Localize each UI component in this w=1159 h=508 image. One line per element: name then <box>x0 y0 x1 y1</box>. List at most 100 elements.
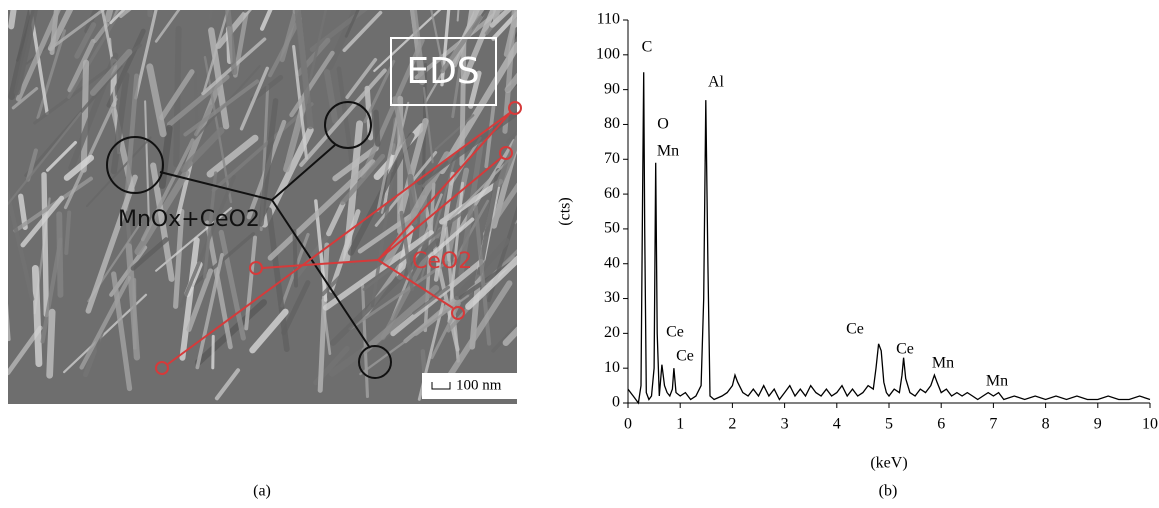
fiber <box>158 124 173 189</box>
peak-label: Al <box>708 74 725 91</box>
fiber <box>41 171 50 318</box>
x-tick-label: 6 <box>937 416 945 433</box>
fiber <box>218 229 246 341</box>
y-tick-label: 0 <box>612 394 620 411</box>
y-tick-label: 110 <box>597 11 620 28</box>
fiber <box>91 293 105 394</box>
fiber <box>363 59 396 124</box>
fiber <box>183 79 260 137</box>
fiber <box>259 10 273 31</box>
fiber <box>204 220 233 350</box>
peak-label: C <box>642 39 653 56</box>
fiber <box>186 268 214 333</box>
spectrum-line <box>627 72 1151 405</box>
y-tick-label: 70 <box>604 150 620 167</box>
fiber <box>345 57 378 100</box>
fiber <box>89 49 133 96</box>
x-tick-label: 9 <box>1094 416 1102 433</box>
fiber <box>233 10 250 78</box>
x-tick-label: 0 <box>624 416 632 433</box>
fiber <box>418 195 428 246</box>
peak-label: Ce <box>676 348 694 365</box>
scale-box <box>422 373 517 399</box>
x-tick-label: 2 <box>728 416 736 433</box>
fiber <box>434 114 475 151</box>
fiber <box>25 148 38 182</box>
x-tick-label: 5 <box>885 416 893 433</box>
fiber <box>173 208 185 309</box>
fiber <box>503 10 517 57</box>
fiber <box>215 10 252 49</box>
fiber <box>460 10 497 85</box>
fiber <box>258 98 279 227</box>
fiber <box>433 171 455 282</box>
fiber <box>110 72 130 175</box>
fiber <box>299 68 387 167</box>
fiber <box>330 238 441 346</box>
fiber <box>46 308 56 379</box>
fibers <box>8 10 517 401</box>
fiber <box>179 237 200 361</box>
y-tick-label: 20 <box>604 324 620 341</box>
fiber <box>146 63 167 138</box>
black-markers <box>106 101 392 379</box>
fiber <box>31 264 43 368</box>
fiber <box>430 10 445 72</box>
fiber <box>410 10 426 86</box>
red-markers <box>155 101 522 375</box>
fiber <box>398 117 429 216</box>
x-tick-label: 7 <box>989 416 997 433</box>
scale-label: 100 nm <box>456 377 502 393</box>
fiber <box>28 10 49 115</box>
panel-label: (a) <box>253 483 271 500</box>
y-axis-label: (cts) <box>557 197 574 225</box>
fiber <box>465 255 517 310</box>
fiber <box>211 102 314 193</box>
fiber <box>166 74 230 127</box>
peak-label: O <box>657 116 669 133</box>
sem-image: EDS MnOx+CeO2 CeO2 100 nm <box>8 10 522 404</box>
fiber <box>49 10 59 56</box>
peak-label: Mn <box>932 355 954 372</box>
fiber <box>482 182 517 237</box>
mnox-label: MnOx+CeO2 <box>118 207 260 232</box>
fiber <box>202 171 218 279</box>
fiber <box>294 10 314 130</box>
fiber <box>85 174 138 314</box>
fiber <box>491 322 517 353</box>
fiber <box>502 326 517 347</box>
fiber <box>239 66 269 131</box>
fiber <box>11 87 39 110</box>
y-tick-label: 60 <box>604 185 620 202</box>
fiber <box>48 10 106 51</box>
fiber <box>495 132 517 187</box>
fiber <box>244 235 258 331</box>
fiber <box>63 97 118 210</box>
fiber <box>130 237 169 271</box>
fiber <box>458 141 484 277</box>
y-tick-label: 90 <box>604 80 620 97</box>
chart: 0 10 20 30 40 50 60 70 80 90 100 110 0 1 2 3 4 5 6 7 8 9 10 (ke… <box>557 11 1158 472</box>
fiber <box>140 138 195 242</box>
x-tick-label: 10 <box>1142 416 1158 433</box>
fiber <box>440 15 483 74</box>
fiber <box>109 10 126 25</box>
fiber <box>281 280 311 336</box>
eds-box <box>390 37 497 106</box>
fiber <box>380 101 410 214</box>
fiber <box>459 36 467 167</box>
fiber <box>412 285 450 315</box>
fiber <box>361 285 440 354</box>
y-tick-label: 80 <box>604 115 620 132</box>
fiber <box>56 211 64 298</box>
fiber <box>340 153 386 206</box>
peak-label: Mn <box>986 373 1008 390</box>
fiber <box>267 159 376 261</box>
x-tick-label: 1 <box>676 416 684 433</box>
fiber <box>159 69 195 121</box>
fiber <box>125 243 141 361</box>
fiber <box>428 217 475 259</box>
fiber <box>64 210 72 256</box>
y-tick-label: 40 <box>604 254 620 271</box>
x-axis-label: (keV) <box>870 455 907 472</box>
